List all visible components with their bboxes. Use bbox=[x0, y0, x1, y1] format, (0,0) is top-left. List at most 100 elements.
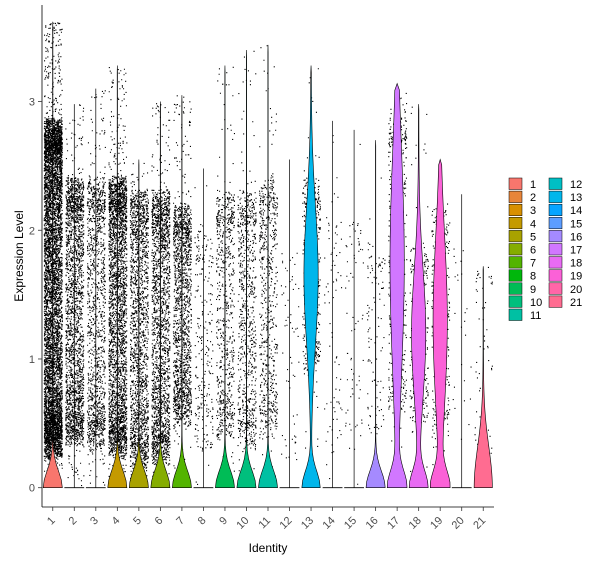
x-tick-label: 16 bbox=[364, 515, 381, 532]
violin-1 bbox=[42, 21, 63, 488]
legend-item-14: 14 bbox=[548, 203, 582, 217]
legend-swatch bbox=[508, 177, 523, 190]
legend-label: 9 bbox=[530, 284, 536, 296]
legend-swatch bbox=[548, 217, 563, 230]
points-path-8 bbox=[194, 185, 214, 486]
points-5 bbox=[129, 162, 149, 486]
violin-18 bbox=[408, 104, 429, 488]
legend-label: 19 bbox=[570, 271, 582, 283]
legend-item-7: 7 bbox=[508, 256, 536, 270]
x-tick-label: 14 bbox=[321, 515, 338, 532]
legend-label: 20 bbox=[570, 284, 582, 296]
x-tick-label: 7 bbox=[174, 515, 187, 528]
x-tick-label: 3 bbox=[88, 515, 101, 528]
points-11 bbox=[259, 45, 279, 481]
points-path-11 bbox=[259, 45, 279, 481]
x-tick-label: 13 bbox=[299, 515, 316, 532]
x-tick-label: 2 bbox=[67, 515, 80, 528]
legend-item-15: 15 bbox=[548, 217, 582, 230]
points-1 bbox=[43, 22, 63, 486]
legend-item-19: 19 bbox=[548, 269, 582, 283]
points-path-1 bbox=[43, 22, 63, 486]
legend-swatch bbox=[548, 269, 563, 282]
legend-label: 18 bbox=[570, 258, 582, 270]
violin-4 bbox=[107, 65, 128, 488]
points-14 bbox=[324, 135, 343, 480]
points-path-15 bbox=[345, 143, 364, 485]
violin-17 bbox=[386, 82, 408, 488]
points-path-6 bbox=[151, 103, 171, 486]
legend-label: 21 bbox=[570, 297, 582, 309]
legend-label: 3 bbox=[530, 205, 536, 217]
y-axis-title: Expression Level bbox=[12, 210, 26, 301]
points-path-10 bbox=[237, 50, 257, 482]
x-tick-label: 5 bbox=[131, 515, 144, 528]
legend-item-16: 16 bbox=[548, 230, 582, 243]
points-path-14 bbox=[324, 135, 343, 480]
legend-label: 14 bbox=[570, 205, 582, 217]
x-tick-label: 18 bbox=[407, 515, 424, 532]
legend-label: 4 bbox=[530, 218, 536, 230]
points-4 bbox=[108, 67, 128, 486]
x-tick-label: 10 bbox=[234, 515, 251, 532]
legend-item-10: 10 bbox=[508, 295, 542, 309]
y-tick-label: 0 bbox=[29, 483, 35, 495]
x-tick-label: 4 bbox=[110, 515, 123, 528]
x-tick-label: 1 bbox=[45, 515, 58, 528]
legend-swatch bbox=[548, 282, 563, 295]
x-tick-label: 19 bbox=[428, 515, 445, 532]
y-tick-label: 2 bbox=[29, 225, 35, 237]
legend-swatch bbox=[508, 308, 523, 321]
y-tick-label: 3 bbox=[29, 97, 35, 109]
legend-item-11: 11 bbox=[508, 308, 541, 322]
legend-swatch bbox=[548, 243, 563, 256]
legend-label: 15 bbox=[570, 218, 582, 230]
legend-item-5: 5 bbox=[508, 230, 536, 243]
points-15 bbox=[345, 143, 364, 485]
legend-swatch bbox=[548, 256, 563, 269]
legend-label: 10 bbox=[530, 297, 542, 309]
x-tick-label: 15 bbox=[342, 515, 359, 532]
x-tick-label: 11 bbox=[257, 515, 274, 532]
legend-swatch bbox=[548, 190, 563, 203]
violin-6 bbox=[150, 101, 171, 488]
x-tick-label: 12 bbox=[277, 515, 294, 532]
legend-item-13: 13 bbox=[548, 190, 582, 204]
legend-swatch bbox=[548, 203, 563, 216]
violin-19 bbox=[429, 158, 451, 488]
legend-swatch bbox=[508, 269, 523, 282]
y-ticks: 0 1 2 3 bbox=[29, 97, 42, 495]
legend-item-21: 21 bbox=[548, 295, 582, 309]
points-path-5 bbox=[129, 162, 149, 486]
x-tick-label: 21 bbox=[471, 515, 488, 532]
points-7 bbox=[172, 95, 192, 481]
legend-swatch bbox=[508, 203, 523, 216]
legend-label: 13 bbox=[570, 192, 582, 204]
points-path-2 bbox=[65, 104, 85, 487]
violins bbox=[42, 21, 493, 489]
legend-item-3: 3 bbox=[508, 203, 536, 217]
legend-label: 8 bbox=[530, 271, 536, 283]
violin-11 bbox=[258, 44, 278, 488]
x-tick-label: 8 bbox=[196, 515, 209, 528]
points-12 bbox=[280, 252, 300, 461]
legend-label: 11 bbox=[530, 310, 541, 322]
legend-swatch bbox=[508, 243, 523, 256]
legend-item-8: 8 bbox=[508, 269, 536, 283]
violin-16 bbox=[365, 140, 386, 488]
points-6 bbox=[151, 103, 171, 486]
points-10 bbox=[237, 50, 257, 482]
violin-5 bbox=[128, 159, 149, 488]
x-tick-label: 9 bbox=[217, 515, 230, 528]
legend-item-17: 17 bbox=[548, 243, 582, 257]
legend-swatch bbox=[548, 177, 563, 190]
violin-13 bbox=[301, 65, 321, 488]
legend-swatch bbox=[548, 230, 563, 243]
points-path-12 bbox=[280, 252, 300, 461]
legend-swatch bbox=[548, 295, 563, 308]
points-2 bbox=[65, 104, 85, 487]
legend-item-18: 18 bbox=[548, 256, 582, 270]
legend-label: 5 bbox=[530, 231, 536, 243]
